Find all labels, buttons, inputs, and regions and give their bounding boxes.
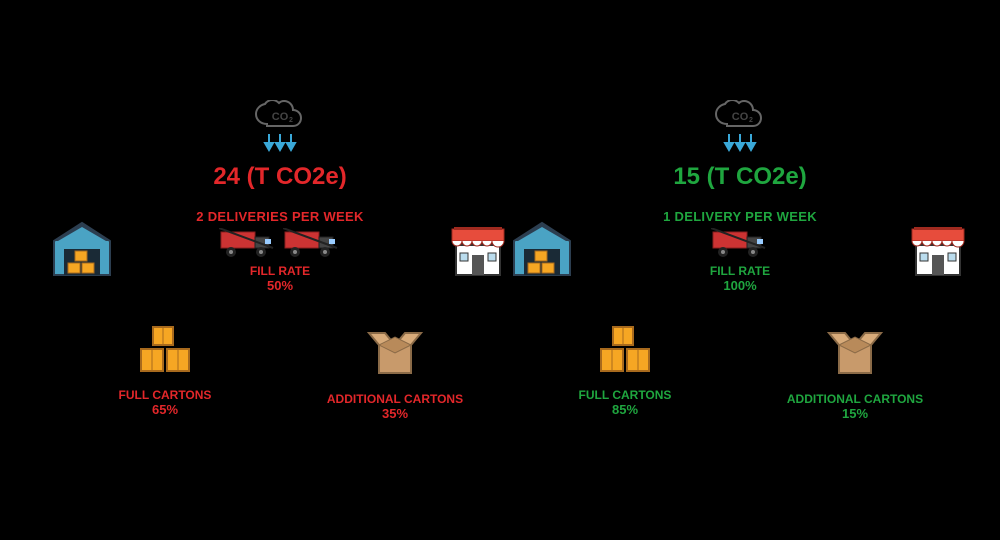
svg-text:CO: CO bbox=[272, 111, 289, 123]
truck-icon bbox=[711, 228, 769, 258]
svg-text:2: 2 bbox=[289, 117, 293, 124]
deliveries-label: 2 DELIVERIES PER WEEK bbox=[114, 209, 446, 224]
co2-value: 15 (T CO2e) bbox=[510, 163, 970, 191]
flow-row: 1 DELIVERY PER WEEK FILL RATE 100% bbox=[510, 209, 970, 293]
full-cartons-value: 85% bbox=[525, 402, 725, 417]
warehouse-icon bbox=[50, 219, 114, 284]
full-cartons-icon bbox=[65, 323, 265, 380]
full-cartons-icon bbox=[525, 323, 725, 380]
svg-text:CO: CO bbox=[732, 111, 749, 123]
store-icon bbox=[906, 219, 970, 284]
full-cartons-label: FULL CARTONS bbox=[65, 388, 265, 402]
open-carton-icon bbox=[755, 323, 955, 384]
store-icon bbox=[446, 219, 510, 284]
additional-cartons-label: ADDITIONAL CARTONS bbox=[755, 392, 955, 406]
co2-cloud-icon: CO 2 bbox=[50, 100, 510, 159]
fill-rate-label: FILL RATE bbox=[114, 264, 446, 278]
additional-cartons-value: 15% bbox=[755, 406, 955, 421]
co2-value: 24 (T CO2e) bbox=[50, 163, 510, 191]
truck-icon bbox=[283, 228, 341, 258]
fill-rate-value: 100% bbox=[574, 278, 906, 293]
open-carton-icon bbox=[295, 323, 495, 384]
trucks-row-right bbox=[574, 228, 906, 258]
additional-cartons-label: ADDITIONAL CARTONS bbox=[295, 392, 495, 406]
deliveries-label: 1 DELIVERY PER WEEK bbox=[574, 209, 906, 224]
additional-cartons-value: 35% bbox=[295, 406, 495, 421]
panel-right: CO 2 15 (T CO2e) 1 DELIVERY PER WEEK bbox=[510, 100, 970, 421]
panel-left: CO 2 24 (T CO2e) 2 DELIVERIES PER WEEK bbox=[50, 100, 510, 421]
fill-rate-label: FILL RATE bbox=[574, 264, 906, 278]
flow-row: 2 DELIVERIES PER WEEK FILL RATE 50% bbox=[50, 209, 510, 293]
fill-rate-value: 50% bbox=[114, 278, 446, 293]
trucks-row-left bbox=[114, 228, 446, 258]
full-cartons-value: 65% bbox=[65, 402, 265, 417]
cartons-row: FULL CARTONS 85% ADDITIONAL CARTONS 15% bbox=[510, 323, 970, 421]
warehouse-icon bbox=[510, 219, 574, 284]
svg-text:2: 2 bbox=[749, 117, 753, 124]
truck-icon bbox=[219, 228, 277, 258]
co2-cloud-icon: CO 2 bbox=[510, 100, 970, 159]
cartons-row: FULL CARTONS 65% ADDITIONAL CARTONS 35% bbox=[50, 323, 510, 421]
full-cartons-label: FULL CARTONS bbox=[525, 388, 725, 402]
